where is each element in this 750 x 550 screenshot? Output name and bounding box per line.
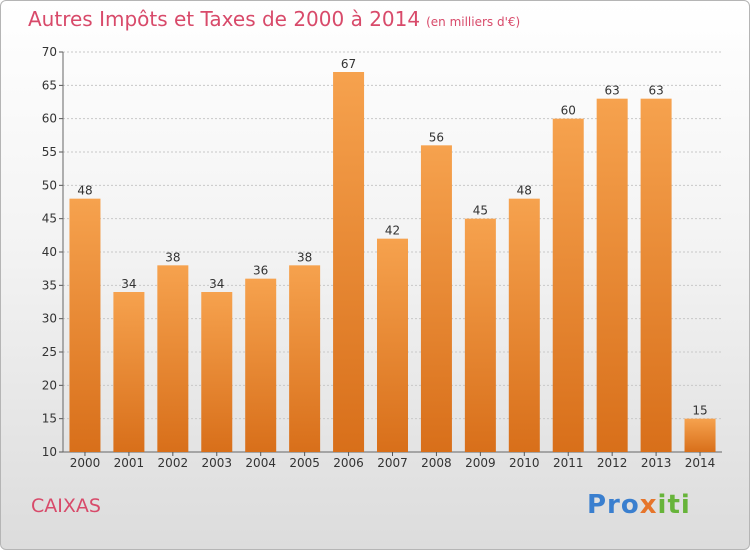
logo-part-2: x <box>639 490 658 520</box>
x-tick-label: 2005 <box>289 456 320 470</box>
x-tick-label: 2000 <box>70 456 101 470</box>
y-tick-label: 65 <box>42 78 57 92</box>
bar <box>289 265 321 452</box>
y-tick-label: 70 <box>42 45 57 59</box>
bar <box>640 98 672 453</box>
y-tick-label: 60 <box>42 112 57 126</box>
bar-value-label: 34 <box>209 277 224 291</box>
chart-unit-note: (en milliers d'€) <box>426 15 521 29</box>
y-tick-label: 55 <box>42 145 57 159</box>
bar-value-label: 36 <box>253 264 268 278</box>
x-tick-label: 2009 <box>465 456 496 470</box>
bar-value-label: 38 <box>165 250 180 264</box>
y-tick-label: 20 <box>42 378 57 392</box>
bar-value-label: 56 <box>429 130 444 144</box>
x-tick-label: 2002 <box>158 456 189 470</box>
y-tick-label: 35 <box>42 278 57 292</box>
x-tick-label: 2014 <box>685 456 716 470</box>
logo-part-3: iti <box>657 490 691 520</box>
bar <box>113 292 145 452</box>
commune-name: CAIXAS <box>31 495 101 517</box>
bar-value-label: 63 <box>605 84 620 98</box>
bar <box>245 278 277 452</box>
bar-value-label: 63 <box>648 84 663 98</box>
y-tick-label: 10 <box>42 445 57 459</box>
x-tick-label: 2004 <box>245 456 276 470</box>
bar-value-label: 48 <box>517 184 532 198</box>
bar <box>596 98 628 453</box>
bar <box>69 198 101 452</box>
chart-title-text: Autres Impôts et Taxes de 2000 à 2014 <box>28 7 421 31</box>
y-tick-label: 25 <box>42 345 57 359</box>
bar <box>508 198 540 452</box>
bar-value-label: 34 <box>121 277 136 291</box>
bar-value-label: 38 <box>297 250 312 264</box>
y-tick-label: 15 <box>42 412 57 426</box>
x-tick-label: 2012 <box>597 456 628 470</box>
bar-value-label: 42 <box>385 224 400 238</box>
x-tick-label: 2013 <box>641 456 672 470</box>
bar <box>464 218 496 452</box>
y-tick-label: 40 <box>42 245 57 259</box>
logo-part-1: Pro <box>587 490 640 520</box>
bar-value-label: 67 <box>341 57 356 71</box>
y-tick-label: 50 <box>42 178 57 192</box>
x-tick-label: 2006 <box>333 456 364 470</box>
bar <box>333 72 365 452</box>
x-tick-label: 2008 <box>421 456 452 470</box>
bar-value-label: 48 <box>77 184 92 198</box>
bar <box>157 265 189 452</box>
bar <box>420 145 452 453</box>
x-tick-label: 2010 <box>509 456 540 470</box>
x-tick-label: 2007 <box>377 456 408 470</box>
bar-value-label: 15 <box>692 404 707 418</box>
bar-value-label: 60 <box>561 104 576 118</box>
x-tick-label: 2011 <box>553 456 584 470</box>
bar <box>377 238 408 452</box>
proxiti-logo: Proxiti <box>587 490 691 520</box>
bar <box>552 118 584 453</box>
chart-title: Autres Impôts et Taxes de 2000 à 2014 (en… <box>28 7 520 31</box>
bar-value-label: 45 <box>473 204 488 218</box>
y-tick-label: 30 <box>42 312 57 326</box>
x-tick-label: 2001 <box>114 456 145 470</box>
bar <box>201 292 233 452</box>
x-tick-label: 2003 <box>201 456 232 470</box>
bar <box>684 418 716 452</box>
y-tick-label: 45 <box>42 212 57 226</box>
